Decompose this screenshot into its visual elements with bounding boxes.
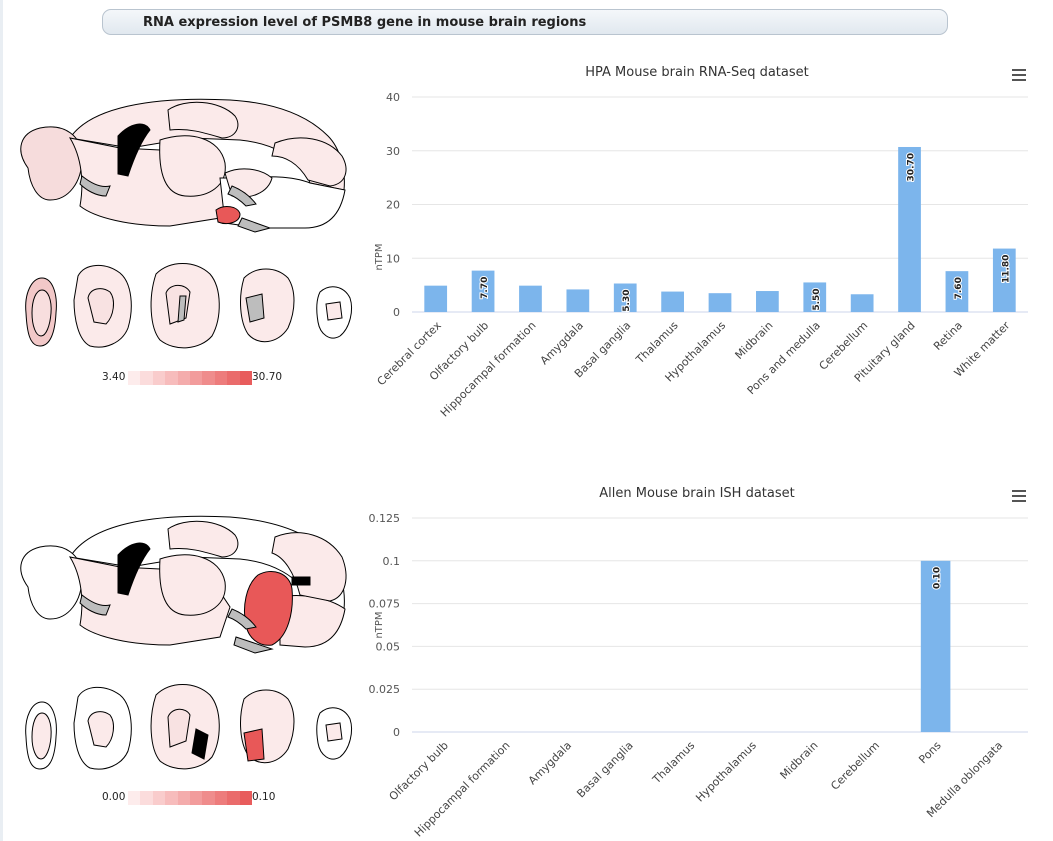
bar-data-label: 7.60 — [954, 277, 964, 299]
x-tick-label: Retina — [931, 319, 965, 353]
page-title: RNA expression level of PSMB8 gene in mo… — [143, 15, 587, 30]
y-tick-label: 0.125 — [369, 512, 401, 525]
sagittal-brain-view — [20, 98, 347, 233]
region-white-matter-tract-2 — [79, 594, 111, 616]
color-scale-legend-top: 3.40 30.70 — [100, 371, 283, 385]
x-tick-label: Pons — [916, 739, 944, 767]
page-header: RNA expression level of PSMB8 gene in mo… — [102, 9, 948, 35]
bar[interactable] — [803, 282, 827, 312]
coronal-section-5 — [316, 286, 353, 339]
coronal-section-2 — [73, 686, 132, 770]
region-thalamus — [159, 135, 226, 197]
bar[interactable] — [945, 271, 969, 312]
coronal-section-2 — [73, 265, 132, 348]
bar-data-label: 11.80 — [1001, 255, 1011, 283]
region-black-tract — [291, 576, 311, 586]
bar[interactable] — [424, 285, 448, 312]
color-scale-legend-bottom: 0.00 0.10 — [100, 791, 280, 805]
bar[interactable] — [850, 294, 874, 312]
x-tick-label: Hippocampal formation — [438, 319, 539, 420]
y-tick-label: 30 — [386, 145, 400, 158]
y-tick-label: 0.025 — [369, 683, 401, 696]
allen-ish-chart: Allen Mouse brain ISH dataset nTPM 0 0.02… — [369, 486, 1028, 840]
region-hippocampus — [167, 520, 239, 558]
bar-data-label: 30.70 — [907, 153, 917, 181]
bar[interactable] — [613, 283, 637, 312]
y-axis-label: nTPM — [374, 243, 385, 270]
region-pituitary — [215, 206, 241, 225]
bar-data-label: 7.70 — [480, 277, 490, 299]
bar[interactable] — [471, 270, 495, 312]
region-olfactory-bulb — [20, 545, 83, 620]
bar[interactable] — [898, 146, 921, 312]
bar[interactable] — [519, 285, 542, 312]
y-tick-label: 10 — [386, 252, 400, 265]
bar[interactable] — [661, 291, 684, 312]
coronal-section-3 — [150, 263, 220, 349]
x-tick-label: Amygdala — [538, 319, 586, 367]
hpa-rna-seq-chart: HPA Mouse brain RNA-Seq dataset nTPM 0 10… — [374, 65, 1028, 420]
sagittal-brain-view — [20, 515, 347, 654]
legend-max-value: 0.10 — [252, 791, 276, 803]
y-tick-label: 0 — [393, 306, 400, 319]
chart-title: HPA Mouse brain RNA-Seq dataset — [585, 65, 809, 80]
coronal-section-4 — [240, 268, 295, 343]
coronal-section-5 — [316, 707, 353, 760]
chart-context-menu-icon[interactable] — [1012, 490, 1026, 505]
bar[interactable] — [920, 560, 951, 732]
region-ventral-strip — [237, 217, 272, 233]
bar-data-label: 5.30 — [622, 290, 632, 312]
region-ventral-strip — [233, 636, 274, 654]
y-tick-label: 40 — [386, 91, 400, 104]
x-tick-label: Hypothalamus — [693, 739, 759, 805]
bar[interactable] — [992, 248, 1016, 312]
y-tick-label: 0.1 — [383, 555, 401, 568]
legend-min-value: 3.40 — [102, 371, 126, 383]
region-white-matter-tract-3 — [227, 185, 257, 207]
region-white-matter-tract — [117, 123, 151, 177]
y-axis-label: nTPM — [374, 611, 385, 638]
chart-title: Allen Mouse brain ISH dataset — [599, 486, 795, 501]
y-tick-label: 0 — [393, 726, 400, 739]
bar-data-label: 0.10 — [933, 567, 943, 589]
x-tick-label: Thalamus — [649, 739, 697, 787]
legend-gradient — [128, 791, 253, 805]
legend-max-value: 30.70 — [252, 371, 283, 383]
y-tick-label: 0.075 — [369, 598, 401, 611]
y-tick-label: 20 — [386, 199, 400, 212]
coronal-section-1 — [25, 277, 57, 347]
coronal-section-3 — [150, 684, 220, 770]
region-white-matter-tract-3 — [227, 608, 257, 630]
page-left-strip — [0, 0, 3, 841]
x-tick-label: Midbrain — [778, 739, 821, 782]
region-cerebellum — [271, 137, 347, 187]
region-olfactory-bulb — [20, 126, 83, 201]
coronal-section-4 — [240, 689, 295, 764]
region-cerebellum — [271, 532, 347, 602]
region-white-matter-tract — [117, 542, 151, 596]
y-tick-label: 0.05 — [376, 640, 401, 653]
bar[interactable] — [708, 293, 732, 312]
brain-illustration-top — [20, 98, 353, 349]
x-tick-label: Thalamus — [633, 319, 681, 367]
chart-context-menu-icon[interactable] — [1012, 69, 1026, 84]
x-tick-label: Olfactory bulb — [387, 739, 451, 803]
region-hippocampus — [167, 101, 239, 139]
bar-data-label: 5.50 — [812, 288, 822, 310]
region-thalamus — [159, 554, 226, 616]
x-tick-label: Basal ganglia — [574, 739, 635, 800]
coronal-section-1 — [25, 701, 57, 770]
x-tick-label: Midbrain — [733, 319, 776, 362]
region-white-matter-tract-2 — [79, 175, 111, 197]
legend-gradient — [128, 371, 253, 385]
legend-min-value: 0.00 — [102, 791, 126, 803]
x-tick-label: Cerebellum — [828, 739, 882, 793]
brain-illustration-bottom — [20, 515, 353, 770]
bar[interactable] — [566, 289, 590, 312]
bar[interactable] — [756, 291, 779, 312]
x-tick-label: Amygdala — [526, 739, 574, 787]
